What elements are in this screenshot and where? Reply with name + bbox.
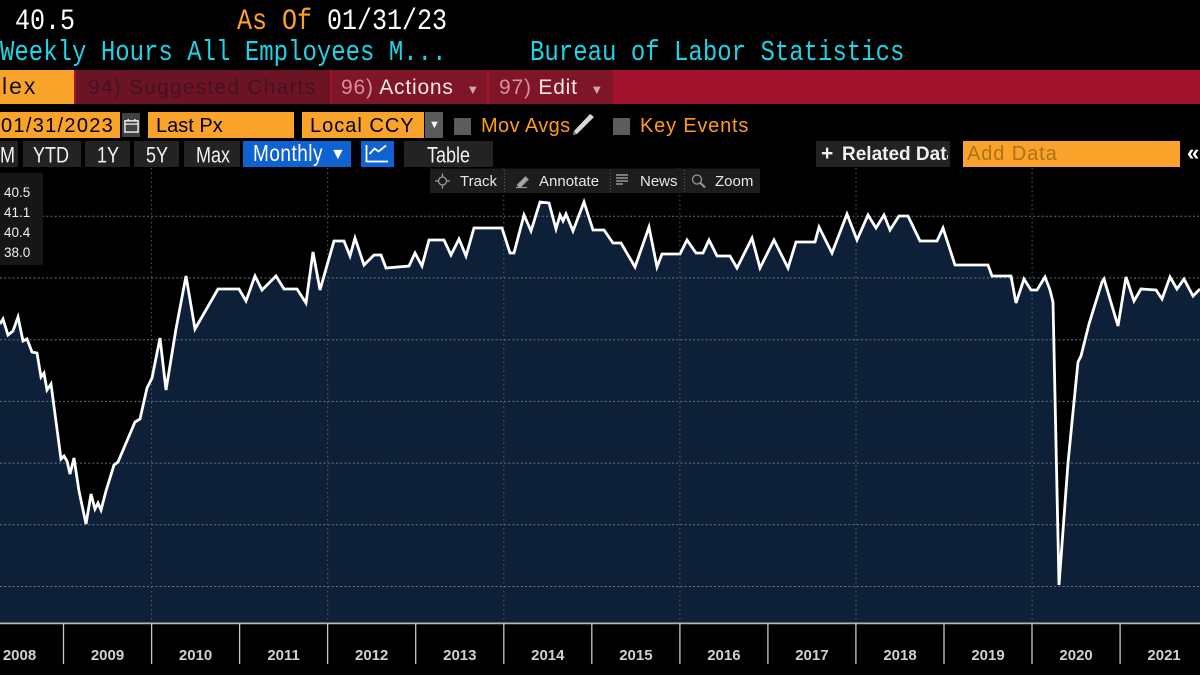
svg-text:2013: 2013 bbox=[443, 647, 476, 664]
svg-text:2019: 2019 bbox=[971, 647, 1004, 664]
svg-text:40.5: 40.5 bbox=[4, 185, 30, 200]
svg-text:2015: 2015 bbox=[619, 647, 652, 664]
svg-text:41.1: 41.1 bbox=[4, 205, 30, 220]
svg-text:Zoom: Zoom bbox=[715, 173, 753, 190]
svg-text:2011: 2011 bbox=[267, 647, 300, 664]
svg-text:2020: 2020 bbox=[1059, 647, 1092, 664]
svg-text:40.4: 40.4 bbox=[4, 225, 31, 240]
svg-text:2008: 2008 bbox=[3, 647, 36, 664]
svg-text:2016: 2016 bbox=[707, 647, 740, 664]
svg-text:Track: Track bbox=[460, 173, 497, 190]
svg-text:2021: 2021 bbox=[1147, 647, 1180, 664]
svg-text:38.0: 38.0 bbox=[4, 245, 30, 260]
svg-text:2012: 2012 bbox=[355, 647, 388, 664]
svg-text:2009: 2009 bbox=[91, 647, 124, 664]
svg-text:2010: 2010 bbox=[179, 647, 212, 664]
svg-text:2017: 2017 bbox=[795, 647, 828, 664]
svg-text:2018: 2018 bbox=[883, 647, 916, 664]
svg-text:News: News bbox=[640, 173, 678, 190]
svg-text:2014: 2014 bbox=[531, 647, 565, 664]
svg-text:Annotate: Annotate bbox=[539, 173, 599, 190]
